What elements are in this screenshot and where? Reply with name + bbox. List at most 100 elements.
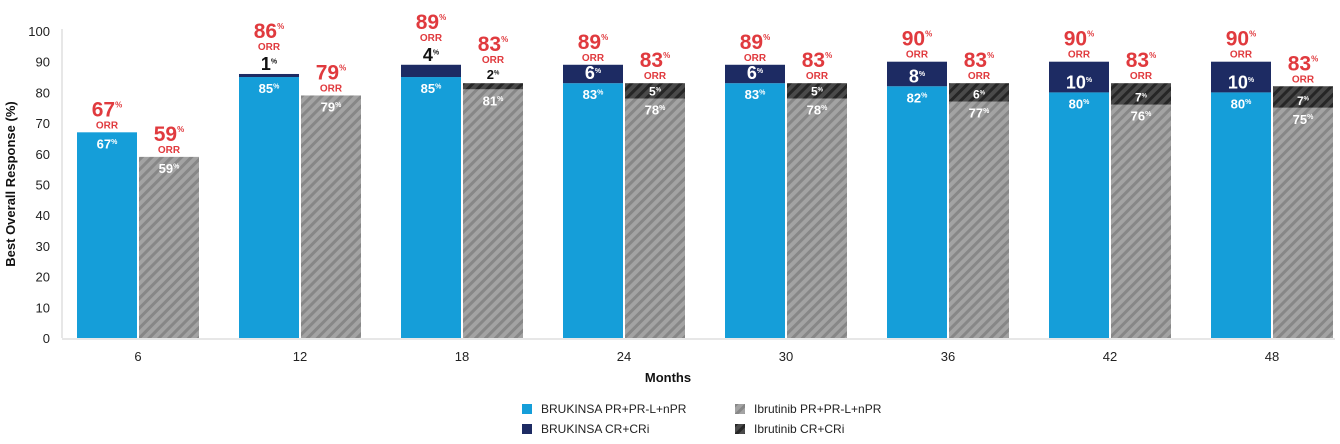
- bar-label-brukinsa-base: 67%: [97, 136, 118, 151]
- orr-ibrutinib-value: 83%: [964, 49, 994, 72]
- bar-brukinsa-base: [239, 77, 299, 339]
- orr-ibrutinib-word: ORR: [1130, 71, 1153, 82]
- bar-label-ibrutinib-cr: 2%: [487, 67, 500, 82]
- bar-label-brukinsa-cr: 6%: [747, 63, 764, 83]
- orr-brukinsa-word: ORR: [258, 42, 281, 53]
- orr-ibrutinib-word: ORR: [644, 71, 667, 82]
- bar-label-ibrutinib-base: 81%: [483, 93, 504, 108]
- x-tick-label: 12: [293, 349, 307, 364]
- x-tick-label: 42: [1103, 349, 1117, 364]
- orr-ibrutinib-word: ORR: [1292, 74, 1315, 85]
- bar-brukinsa-base: [1211, 92, 1271, 339]
- x-tick-label: 36: [941, 349, 955, 364]
- bar-brukinsa-cr: [725, 64, 785, 84]
- bar-label-ibrutinib-cr: 7%: [1297, 94, 1310, 108]
- orr-brukinsa-word: ORR: [906, 50, 929, 61]
- y-tick-label: 60: [36, 147, 50, 162]
- orr-ibrutinib-word: ORR: [158, 145, 181, 156]
- orr-brukinsa-value: 67%: [92, 98, 122, 121]
- y-tick-label: 10: [36, 300, 50, 315]
- bar-ibrutinib-cr: [787, 83, 847, 99]
- x-tick-label: 18: [455, 349, 469, 364]
- bar-ibrutinib-cr: [949, 83, 1009, 102]
- bar-label-ibrutinib-cr: 5%: [811, 85, 824, 99]
- bar-brukinsa-base: [887, 86, 947, 338]
- bar-brukinsa-base: [725, 83, 785, 338]
- legend-swatch: [522, 404, 532, 414]
- y-axis: 0 10 20 30 40 50 60 70 80 90 100: [28, 24, 63, 346]
- orr-brukinsa-word: ORR: [582, 53, 605, 64]
- bar-brukinsa-base: [401, 77, 461, 339]
- bar-ibrutinib-cr: [1111, 83, 1171, 105]
- orr-ibrutinib-value: 83%: [1288, 52, 1318, 75]
- bar-label-ibrutinib-base: 77%: [969, 106, 990, 121]
- orr-brukinsa-word: ORR: [744, 53, 767, 64]
- bar-label-ibrutinib-cr: 5%: [649, 85, 662, 99]
- x-tick-label: 30: [779, 349, 793, 364]
- bar-ibrutinib-base: [1111, 104, 1171, 339]
- bar-brukinsa-cr: [1211, 61, 1271, 93]
- bar-label-brukinsa-base: 82%: [907, 90, 928, 105]
- bar-label-ibrutinib-base: 78%: [645, 103, 666, 118]
- orr-brukinsa-value: 89%: [740, 31, 770, 54]
- orr-ibrutinib-value: 79%: [316, 61, 346, 84]
- y-tick-label: 0: [43, 331, 50, 346]
- bar-label-brukinsa-cr: 4%: [423, 45, 440, 65]
- orr-ibrutinib-value: 83%: [1126, 49, 1156, 72]
- bars-layer: [77, 61, 1333, 339]
- bar-brukinsa-base: [77, 132, 137, 338]
- legend-label: Ibrutinib PR+PR-L+nPR: [754, 402, 882, 416]
- bar-ibrutinib-cr: [1273, 86, 1333, 108]
- orr-brukinsa-value: 86%: [254, 20, 284, 43]
- orr-brukinsa-value: 89%: [578, 31, 608, 54]
- y-tick-label: 50: [36, 178, 50, 193]
- orr-ibrutinib-word: ORR: [320, 83, 343, 94]
- legend-swatch: [735, 424, 745, 434]
- x-tick-label: 48: [1265, 349, 1279, 364]
- legend-swatch: [735, 404, 745, 414]
- x-axis-title: Months: [645, 370, 691, 385]
- bar-label-ibrutinib-base: 78%: [807, 103, 828, 118]
- legend: BRUKINSA PR+PR-L+nPR BRUKINSA CR+CRi Ibrut…: [522, 402, 882, 436]
- orr-brukinsa-value: 90%: [1064, 28, 1094, 51]
- y-tick-label: 20: [36, 270, 50, 285]
- legend-label: BRUKINSA PR+PR-L+nPR: [541, 402, 687, 416]
- bar-brukinsa-base: [563, 83, 623, 338]
- x-axis: 6 12 18 24 30 36 42 48: [62, 338, 1335, 364]
- y-tick-label: 40: [36, 208, 50, 223]
- bar-ibrutinib-cr: [625, 83, 685, 99]
- bar-label-brukinsa-base: 83%: [583, 87, 604, 102]
- bar-label-ibrutinib-base: 79%: [321, 99, 342, 114]
- orr-brukinsa-value: 90%: [1226, 28, 1256, 51]
- orr-ibrutinib-word: ORR: [806, 71, 829, 82]
- legend-swatch: [522, 424, 532, 434]
- orr-ibrutinib-value: 83%: [640, 49, 670, 72]
- orr-brukinsa-word: ORR: [1230, 50, 1253, 61]
- bar-ibrutinib-cr: [463, 83, 523, 90]
- bar-label-brukinsa-base: 85%: [259, 81, 280, 96]
- bar-brukinsa-cr: [887, 61, 947, 87]
- orr-ibrutinib-value: 59%: [154, 123, 184, 146]
- bar-label-ibrutinib-cr: 7%: [1135, 91, 1148, 105]
- labels-layer: 67%59%ORR67%ORR59%85%79%1%ORR86%ORR79%85…: [92, 11, 1318, 176]
- y-tick-label: 70: [36, 116, 50, 131]
- bar-label-brukinsa-base: 85%: [421, 81, 442, 96]
- y-tick-label: 90: [36, 55, 50, 70]
- bar-ibrutinib-base: [463, 89, 523, 338]
- bar-label-ibrutinib-cr: 6%: [973, 88, 986, 102]
- bar-label-ibrutinib-base: 59%: [159, 161, 180, 176]
- bar-brukinsa-cr: [401, 64, 461, 78]
- bar-label-brukinsa-cr: 1%: [261, 54, 278, 74]
- y-axis-title: Best Overall Response (%): [3, 101, 18, 266]
- bar-brukinsa-base: [1049, 92, 1109, 339]
- y-tick-label: 30: [36, 239, 50, 254]
- orr-ibrutinib-value: 83%: [478, 33, 508, 56]
- orr-ibrutinib-word: ORR: [968, 71, 991, 82]
- orr-brukinsa-word: ORR: [96, 120, 119, 131]
- legend-label: BRUKINSA CR+CRi: [541, 422, 649, 436]
- bar-label-brukinsa-cr: 8%: [909, 66, 926, 86]
- orr-brukinsa-word: ORR: [420, 33, 443, 44]
- bar-label-ibrutinib-base: 75%: [1293, 112, 1314, 127]
